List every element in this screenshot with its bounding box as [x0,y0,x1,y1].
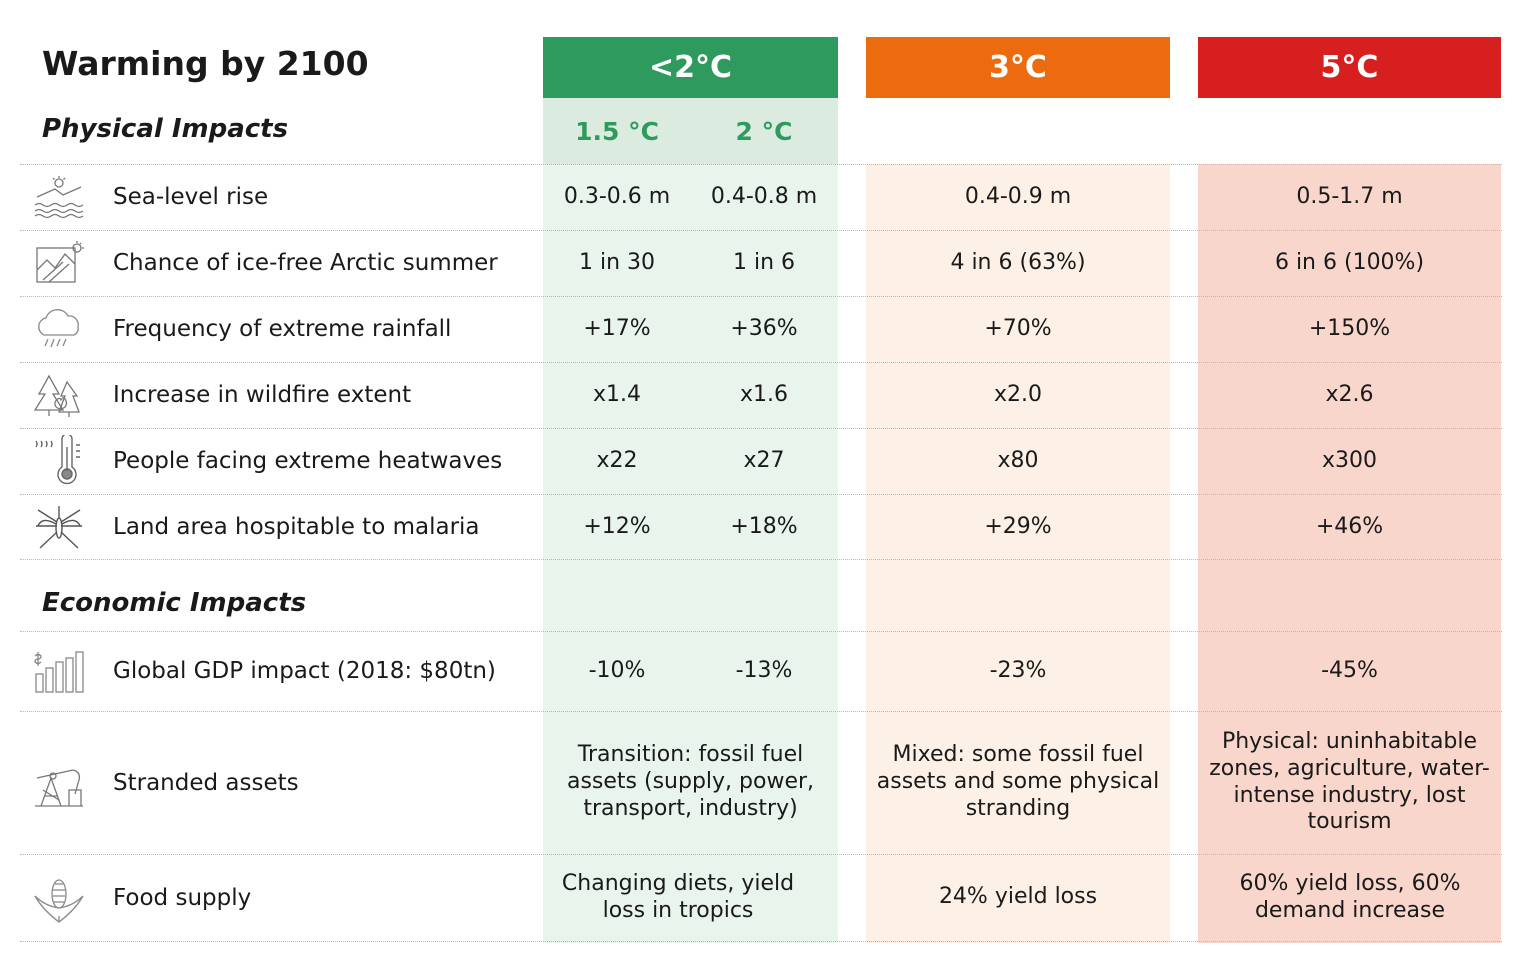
cell-arctic-3c: 4 in 6 (63%) [950,249,1086,275]
page-title: Warming by 2100 [42,44,369,83]
cell-heatwaves-1-5c: x22 [596,447,638,473]
cell-wildfire-2c: x1.6 [739,381,788,407]
cell-food-5c: 60% yield loss, 60% demand increase [1239,870,1461,923]
cell-heatwaves-5c: x300 [1321,447,1377,473]
rain-cloud-icon [30,304,88,354]
row-label-stranded-assets: Stranded assets [113,769,299,796]
green-column-bg [543,98,838,943]
row-divider [20,631,1502,632]
cell-arctic-5c: 6 in 6 (100%) [1274,249,1425,275]
cell-stranded-3c: Mixed: some fossil fuel assets and some … [876,742,1160,821]
row-label-heatwaves: People facing extreme heatwaves [113,448,503,474]
row-divider [20,296,1502,297]
section-physical: Physical Impacts [42,114,289,144]
cell-sea-level-1-5c: 0.3-0.6 m [563,183,671,209]
row-divider [20,362,1502,363]
cell-sea-level-3c: 0.4-0.9 m [964,183,1072,209]
cell-malaria-1-5c: +12% [583,513,651,539]
cell-arctic-1-5c: 1 in 30 [578,249,656,275]
oil-pump-icon [30,758,88,812]
cell-gdp-2c: -13% [735,657,793,683]
cell-stranded-below-2c: Transition: fossil fuel assets (supply, … [566,742,815,821]
subheader-2c: 2 °C [735,116,793,146]
wildfire-icon [30,370,88,420]
header-5c: 5°C [1198,37,1501,98]
sea-level-icon [30,172,88,222]
cell-wildfire-3c: x2.0 [993,381,1042,407]
mosquito-icon [30,500,88,554]
cell-malaria-2c: +18% [730,513,798,539]
cell-malaria-5c: +46% [1315,513,1384,539]
green-subheader-bg [543,98,838,164]
thermometer-icon [30,434,88,486]
cell-wildfire-1-5c: x1.4 [592,381,641,407]
cell-rainfall-5c: +150% [1308,315,1391,341]
cell-heatwaves-3c: x80 [997,447,1039,473]
row-label-gdp: Global GDP impact (2018: $80tn) [113,658,496,684]
orange-column-bg [866,164,1170,943]
row-label-rainfall: Frequency of extreme rainfall [113,316,452,342]
row-divider [20,230,1502,231]
row-divider [20,711,1502,712]
corn-icon [30,872,88,926]
row-divider [20,164,1502,165]
row-divider [20,559,1502,560]
row-divider [20,494,1502,495]
section-economic: Economic Impacts [42,588,307,618]
row-label-sea-level: Sea-level rise [113,184,269,210]
red-column-bg [1198,164,1501,943]
cell-food-below-2c: Changing diets, yield loss in tropics [561,870,795,923]
cell-malaria-3c: +29% [984,513,1052,539]
row-divider [20,854,1502,855]
header-below-2c: <2°C [543,37,838,98]
cell-arctic-2c: 1 in 6 [732,249,796,275]
gdp-chart-icon [30,644,88,698]
row-label-arctic: Chance of ice-free Arctic summer [113,250,498,276]
cell-gdp-1-5c: -10% [588,657,646,683]
arctic-ice-icon [30,238,88,288]
row-divider [20,941,1502,942]
cell-sea-level-2c: 0.4-0.8 m [710,183,818,209]
cell-food-3c: 24% yield loss [938,884,1098,910]
cell-gdp-3c: -23% [989,657,1047,683]
cell-stranded-5c: Physical: uninhabitable zones, agricultu… [1209,728,1490,835]
cell-rainfall-1-5c: +17% [583,315,651,341]
header-3c: 3°C [866,37,1170,98]
subheader-1-5c: 1.5 °C [575,116,659,146]
cell-rainfall-3c: +70% [984,315,1052,341]
row-label-wildfire: Increase in wildfire extent [113,382,412,408]
cell-gdp-5c: -45% [1321,657,1378,683]
cell-rainfall-2c: +36% [730,315,798,341]
cell-heatwaves-2c: x27 [743,447,785,473]
cell-sea-level-5c: 0.5-1.7 m [1296,183,1403,209]
row-label-food-supply: Food supply [113,884,252,911]
cell-wildfire-5c: x2.6 [1325,381,1374,407]
row-divider [20,428,1502,429]
row-label-malaria: Land area hospitable to malaria [113,514,480,540]
